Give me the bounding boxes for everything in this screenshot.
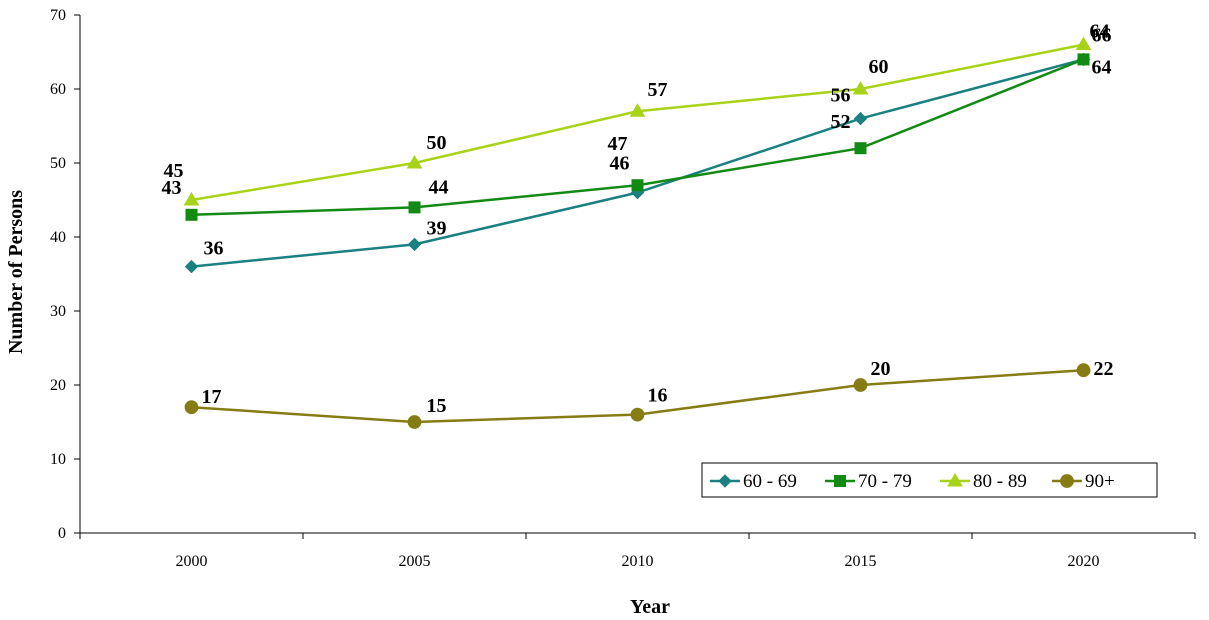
series-layer [183, 36, 1092, 429]
data-label: 60 [869, 56, 889, 78]
legend-label: 80 - 89 [973, 471, 1027, 492]
legend-label: 70 - 79 [858, 471, 912, 492]
data-label: 47 [608, 133, 628, 155]
data-label: 16 [648, 385, 668, 407]
data-label: 64 [1092, 56, 1112, 78]
y-tick-label: 20 [50, 377, 66, 394]
data-label: 50 [427, 132, 447, 154]
x-tick-label: 2005 [399, 553, 431, 570]
legend-marker [834, 475, 846, 487]
y-axis-title: Number of Persons [5, 190, 27, 354]
x-tick-label: 2015 [845, 553, 877, 570]
data-label: 36 [204, 238, 224, 260]
data-point [185, 208, 198, 221]
y-tick-label: 40 [50, 229, 66, 246]
series-1 [185, 53, 1090, 221]
series-line [191, 43, 1084, 202]
data-label: 52 [831, 111, 851, 133]
data-point [184, 259, 199, 274]
data-point [407, 415, 422, 429]
series-line [191, 58, 1084, 268]
data-label: 44 [429, 176, 449, 198]
data-point [408, 201, 421, 214]
data-point [184, 400, 199, 415]
data-labels: 36 39 46 56 64 43 44 47 52 64 45 50 57 60 66 17 15 16 20 22 [162, 20, 1114, 417]
series-0 [184, 52, 1091, 274]
y-tick-label: 10 [50, 451, 66, 468]
legend-item-1: 70 - 79 [825, 471, 912, 492]
x-axis-title: Year [630, 596, 670, 618]
data-label: 22 [1094, 358, 1114, 380]
y-tick-label: 60 [50, 81, 66, 98]
data-point [629, 103, 646, 117]
y-axis: 0 10 20 30 40 50 60 70 [50, 7, 81, 542]
data-point [852, 81, 869, 95]
data-point [853, 378, 868, 392]
y-tick-label: 30 [50, 303, 66, 320]
legend-marker [718, 474, 732, 488]
data-point [407, 237, 422, 252]
data-label: 45 [164, 160, 184, 182]
data-point [631, 179, 644, 192]
legend-item-0: 60 - 69 [710, 471, 797, 492]
data-label: 57 [648, 79, 668, 101]
series-3 [184, 363, 1091, 429]
legend-marker [1060, 474, 1074, 488]
data-label: 46 [610, 153, 630, 175]
data-point [1077, 53, 1090, 66]
x-tick-label: 2000 [176, 553, 208, 570]
y-tick-label: 50 [50, 155, 66, 172]
legend-label: 60 - 69 [743, 471, 797, 492]
legend-label: 90+ [1085, 471, 1115, 492]
series-2 [183, 36, 1092, 206]
legend-marker [947, 473, 963, 487]
y-tick-label: 0 [58, 525, 66, 542]
data-label: 20 [871, 358, 891, 380]
data-label: 39 [427, 217, 447, 239]
data-point [853, 111, 868, 126]
data-label: 56 [831, 85, 851, 107]
data-point [406, 155, 423, 169]
data-point [1075, 36, 1092, 51]
data-label: 17 [202, 386, 222, 408]
x-axis: 2000 2005 2010 2015 2020 [79, 532, 1196, 570]
data-label: 64 [1090, 20, 1110, 42]
data-label: 66 [1092, 25, 1112, 47]
legend-item-3: 90+ [1052, 471, 1115, 492]
data-label: 15 [427, 395, 447, 417]
data-point [1076, 363, 1091, 378]
data-label: 43 [162, 177, 182, 199]
y-tick-label: 70 [50, 7, 66, 24]
data-point [630, 407, 645, 422]
legend-item-2: 80 - 89 [940, 471, 1027, 492]
x-tick-label: 2020 [1068, 553, 1100, 570]
data-point [854, 142, 867, 155]
data-point [183, 192, 200, 206]
x-tick-label: 2010 [622, 553, 654, 570]
legend: 60 - 69 70 - 79 80 - 89 90+ [701, 462, 1158, 498]
